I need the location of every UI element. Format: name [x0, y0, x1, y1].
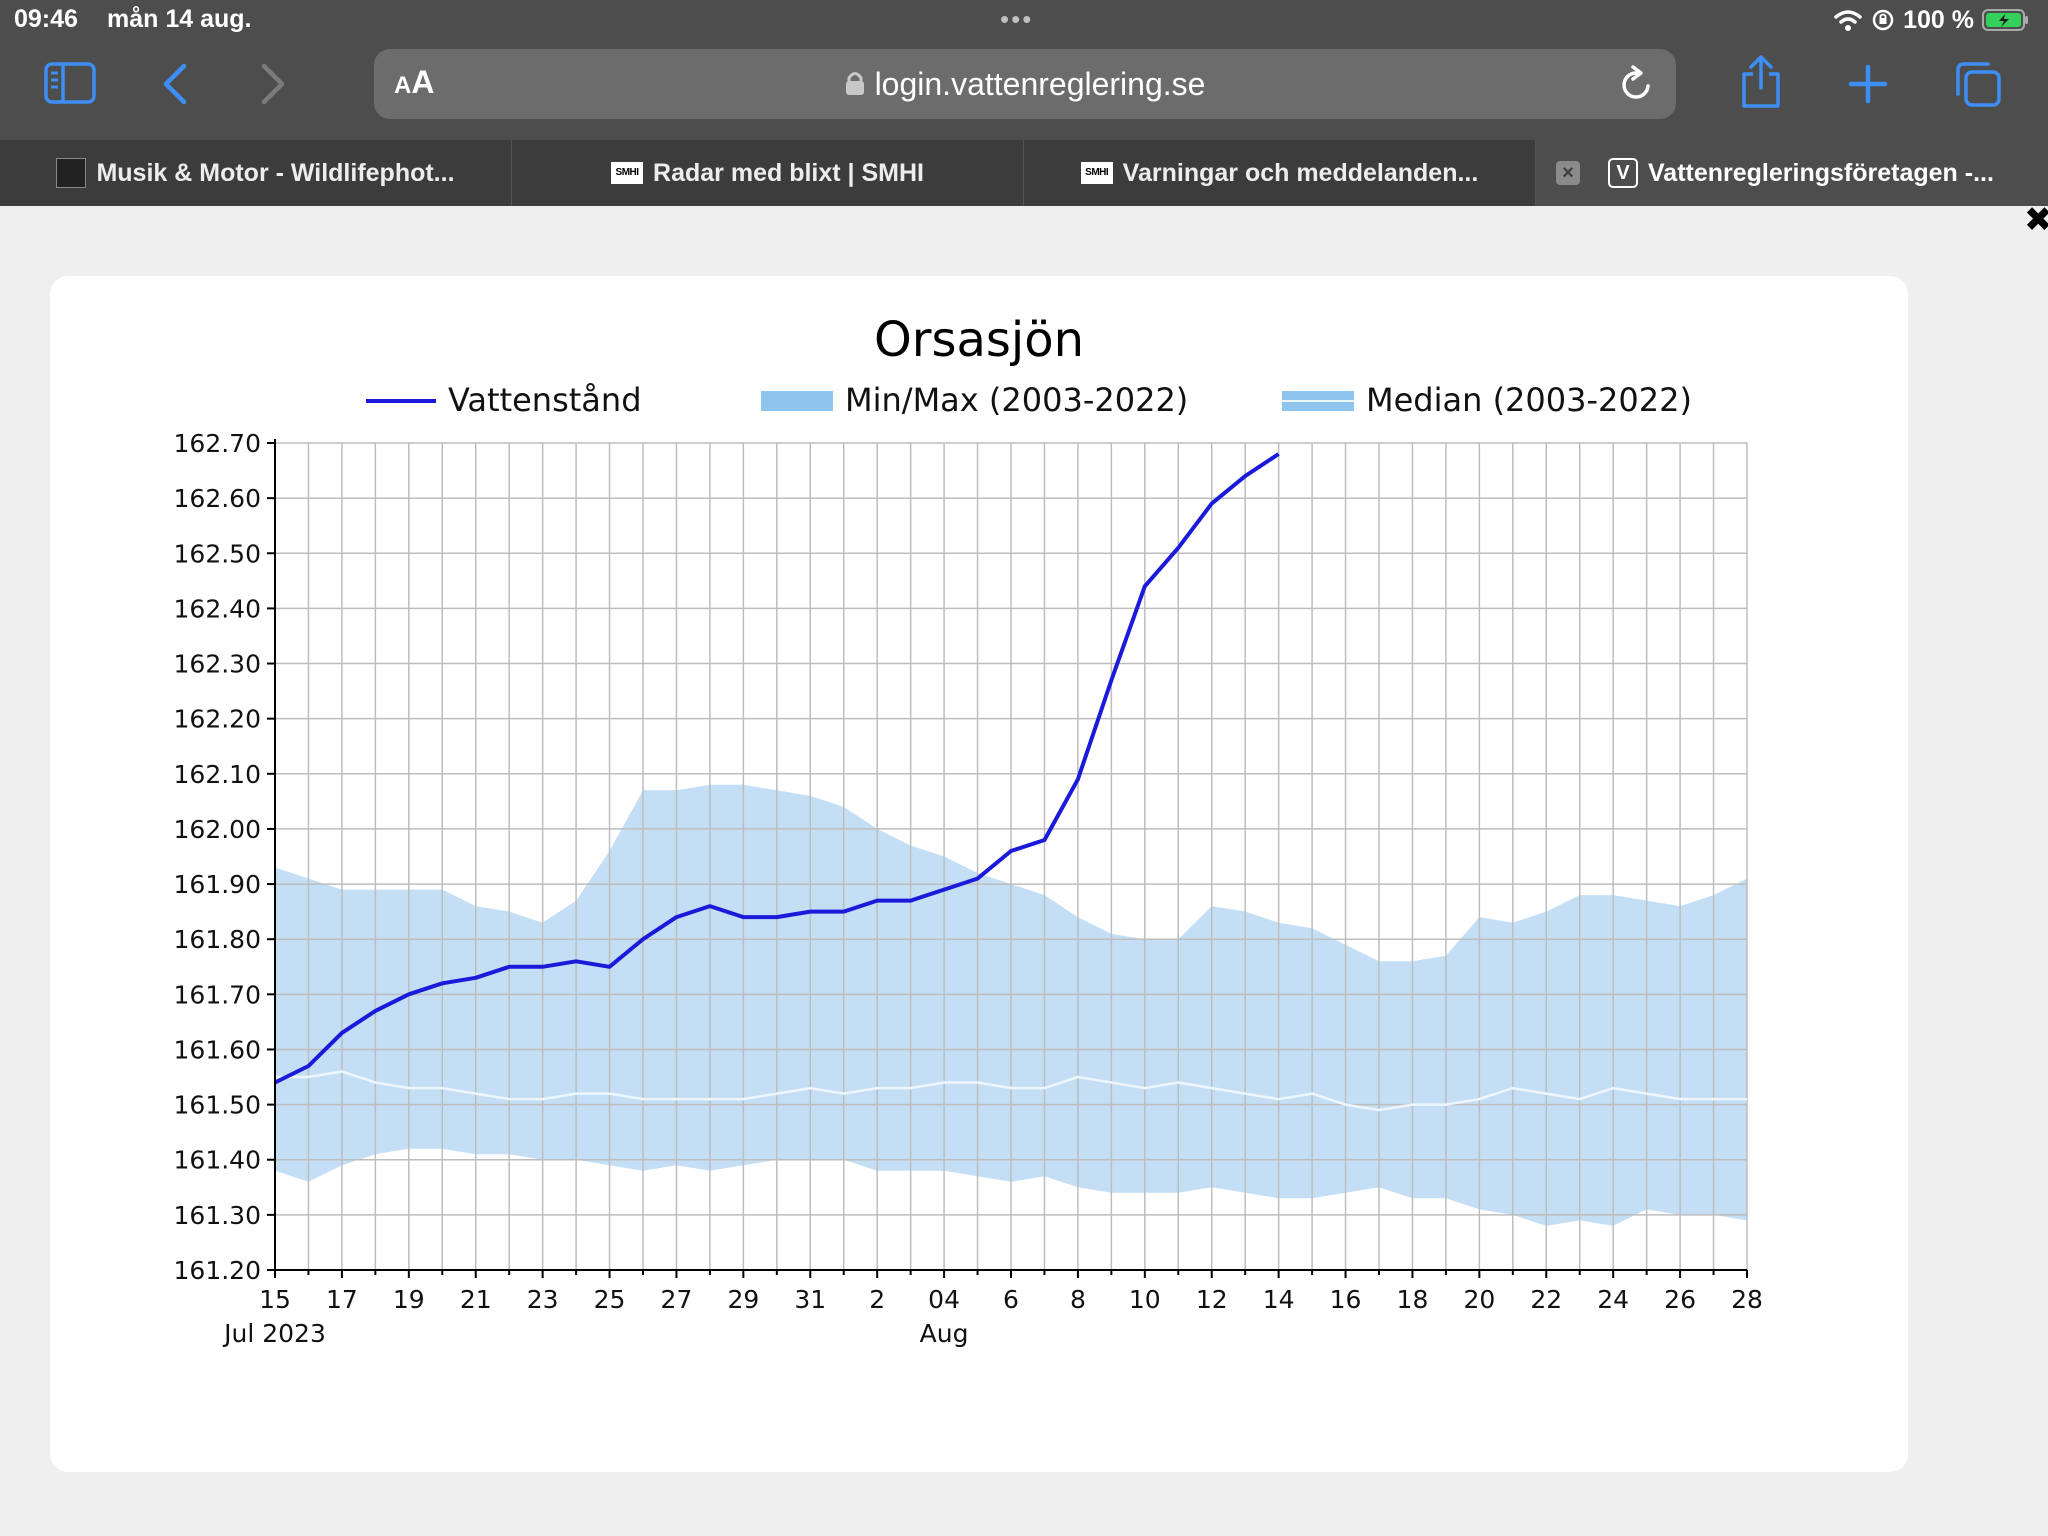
v-favicon-icon: V	[1608, 158, 1638, 188]
chart-axes	[267, 439, 1748, 1278]
chart-legend: Vattenstånd Min/Max (2003-2022) Median (…	[366, 381, 1692, 419]
smhi-favicon-icon: SMHI	[1080, 162, 1113, 184]
chart-grid	[274, 442, 1748, 1271]
wifi-icon	[1834, 10, 1862, 31]
y-tick-label: 161.30	[174, 1201, 261, 1230]
wildlife-favicon-icon	[56, 158, 87, 188]
x-tick-label: 31	[794, 1285, 826, 1314]
orientation-lock-icon	[1872, 9, 1894, 31]
multitask-dots[interactable]: •••	[1000, 4, 1034, 34]
y-tick-label: 162.00	[174, 815, 261, 844]
battery-icon	[1982, 9, 2028, 31]
y-tick-label: 162.10	[174, 760, 261, 789]
status-date: mån 14 aug.	[107, 5, 252, 33]
x-tick-label: 27	[661, 1285, 693, 1314]
tab-close-icon[interactable]: ×	[1556, 161, 1580, 185]
x-tick-label: 24	[1597, 1285, 1629, 1314]
x-tick-label: 16	[1330, 1285, 1362, 1314]
water-level-chart: Orsasjön Vattenstånd Min/Max (2003-2022)…	[174, 312, 1763, 1348]
legend-minmax: Min/Max (2003-2022)	[845, 381, 1188, 419]
url-display[interactable]: login.vattenreglering.se	[374, 66, 1676, 103]
y-tick-label: 161.90	[174, 870, 261, 899]
aa-large: A	[411, 64, 435, 100]
x-axis-labels: 15 17 19 21 23 25 27 29 31 2 04 6 8 10 12 14 16 18 20 22 24 2…	[222, 1285, 1763, 1348]
x-tick-label: 04	[928, 1285, 960, 1314]
tab-title: Varningar och meddelanden...	[1122, 158, 1479, 187]
close-overlay-icon[interactable]: ✖	[2024, 201, 2048, 239]
x-tick-label: 19	[393, 1285, 425, 1314]
y-axis-labels: 161.20 161.30 161.40 161.50 161.60 161.70 161.…	[174, 429, 261, 1285]
y-tick-label: 162.70	[174, 429, 261, 458]
x-tick-label: 15	[259, 1285, 291, 1314]
x-tick-label: 10	[1129, 1285, 1161, 1314]
status-bar: 09:46 mån 14 aug. ••• 100 %	[0, 0, 2048, 40]
aa-small: A	[394, 72, 412, 99]
tab-title: Radar med blixt | SMHI	[653, 158, 924, 187]
legend-vattenstand: Vattenstånd	[448, 381, 642, 419]
x-tick-label: 12	[1196, 1285, 1228, 1314]
tab-bar: Musik & Motor - Wildlifephot... SMHI Rad…	[0, 140, 2048, 206]
x-tick-label: 28	[1731, 1285, 1763, 1314]
smhi-favicon-icon: SMHI	[611, 162, 644, 184]
x-tick-label: 6	[1003, 1285, 1019, 1314]
address-bar[interactable]: AA login.vattenreglering.se	[374, 49, 1676, 119]
x-tick-label: 23	[527, 1285, 559, 1314]
median-line	[275, 1070, 1747, 1112]
x-tick-label: 2	[869, 1285, 885, 1314]
x-tick-label: 25	[594, 1285, 626, 1314]
vattenstand-line	[274, 452, 1280, 1085]
x-tick-label: 14	[1263, 1285, 1295, 1314]
y-tick-label: 161.60	[174, 1035, 261, 1064]
x-month-label: Aug	[920, 1319, 969, 1348]
status-right: 100 %	[1833, 4, 2030, 36]
tab-title: Vattenregleringsföretagen -...	[1648, 158, 1994, 187]
y-tick-label: 162.40	[174, 594, 261, 623]
x-tick-label: 26	[1664, 1285, 1696, 1314]
chart-card: Orsasjön Vattenstånd Min/Max (2003-2022)…	[50, 276, 1908, 1472]
share-icon[interactable]	[1738, 54, 1784, 110]
x-tick-label: 18	[1397, 1285, 1429, 1314]
tab-wildlife[interactable]: Musik & Motor - Wildlifephot...	[0, 140, 512, 206]
y-tick-label: 162.50	[174, 539, 261, 568]
lock-icon	[845, 72, 864, 95]
tab-vattenreglering[interactable]: × V Vattenregleringsföretagen -...	[1536, 140, 2048, 206]
new-tab-icon[interactable]	[1848, 64, 1888, 104]
sidebar-icon[interactable]	[44, 62, 96, 104]
status-time: 09:46	[14, 5, 78, 33]
y-tick-label: 161.50	[174, 1091, 261, 1120]
y-tick-label: 161.40	[174, 1146, 261, 1175]
y-tick-label: 162.20	[174, 705, 261, 734]
tabs-overview-icon[interactable]	[1954, 60, 2002, 108]
chart-title: Orsasjön	[874, 312, 1084, 368]
forward-icon[interactable]	[258, 62, 288, 106]
tab-title: Musik & Motor - Wildlifephot...	[96, 158, 455, 187]
back-icon[interactable]	[160, 62, 190, 106]
legend-band-swatch	[761, 391, 833, 411]
tab-smhi-radar[interactable]: SMHI Radar med blixt | SMHI	[512, 140, 1024, 206]
legend-median: Median (2003-2022)	[1366, 381, 1692, 419]
y-tick-label: 161.70	[174, 980, 261, 1009]
x-tick-label: 17	[326, 1285, 358, 1314]
x-tick-label: 20	[1463, 1285, 1495, 1314]
url-text: login.vattenreglering.se	[874, 66, 1206, 102]
y-tick-label: 162.30	[174, 650, 261, 679]
x-tick-label: 8	[1070, 1285, 1086, 1314]
reload-icon[interactable]	[1618, 65, 1654, 103]
x-month-label: Jul 2023	[222, 1319, 326, 1348]
y-tick-label: 162.60	[174, 484, 261, 513]
reader-options-button[interactable]: AA	[394, 64, 434, 101]
battery-percent: 100 %	[1903, 5, 1974, 34]
x-tick-label: 29	[727, 1285, 759, 1314]
tab-smhi-warnings[interactable]: SMHI Varningar och meddelanden...	[1024, 140, 1536, 206]
y-tick-label: 161.80	[174, 925, 261, 954]
x-tick-label: 22	[1530, 1285, 1562, 1314]
x-tick-label: 21	[460, 1285, 492, 1314]
y-tick-label: 161.20	[174, 1256, 261, 1285]
